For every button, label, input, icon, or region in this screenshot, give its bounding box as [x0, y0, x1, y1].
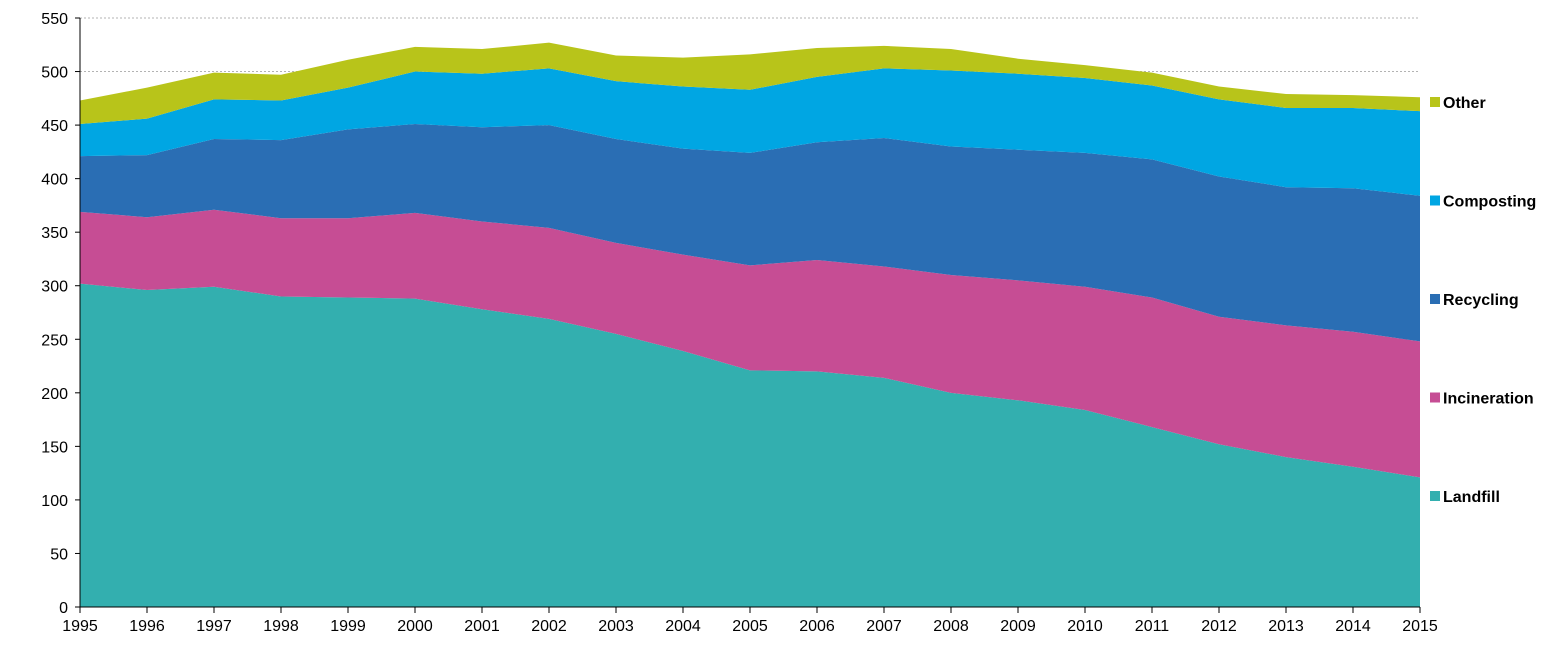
y-tick-label: 150: [41, 439, 68, 456]
legend-label-other: Other: [1443, 95, 1486, 112]
x-tick-label: 2009: [1000, 618, 1036, 635]
y-tick-label: 550: [41, 11, 68, 28]
legend-swatch-landfill: [1430, 491, 1440, 501]
x-tick-label: 2012: [1201, 618, 1237, 635]
legend-swatch-incineration: [1430, 392, 1440, 403]
x-tick-label: 1999: [330, 618, 366, 635]
legend-swatch-other: [1430, 97, 1440, 107]
area-other: [80, 42, 1420, 125]
legend: Other Composting Recycling Incineration Land…: [1430, 95, 1536, 506]
axes: 0 50 100 150 200 250 300 350 400 450 500 550 1995 199…: [41, 11, 1438, 635]
x-tick-label: 2008: [933, 618, 969, 635]
x-tick-label: 2004: [665, 618, 701, 635]
y-tick-label: 100: [41, 493, 68, 510]
y-tick-label: 400: [41, 172, 68, 189]
x-tick-label: 2015: [1402, 618, 1438, 635]
x-tick-label: 2001: [464, 618, 500, 635]
x-tick-label: 1996: [129, 618, 165, 635]
y-tick-label: 50: [50, 546, 68, 563]
y-tick-label: 450: [41, 118, 68, 135]
area-landfill: [80, 283, 1420, 607]
legend-label-landfill: Landfill: [1443, 489, 1500, 506]
area-recycling: [80, 124, 1420, 342]
legend-label-incineration: Incineration: [1443, 391, 1534, 408]
y-tick-label: 250: [41, 332, 68, 349]
legend-swatch-composting: [1430, 195, 1440, 206]
x-tick-label: 2007: [866, 618, 902, 635]
x-tick-label: 1995: [62, 618, 98, 635]
y-tick-label: 350: [41, 225, 68, 242]
y-tick-label: 0: [59, 600, 68, 617]
area-composting: [80, 68, 1420, 196]
x-tick-label: 2013: [1268, 618, 1304, 635]
area-incineration: [80, 209, 1420, 478]
x-tick-label: 2005: [732, 618, 768, 635]
x-tick-label: 1997: [196, 618, 232, 635]
x-tick-label: 2003: [598, 618, 634, 635]
x-tick-label: 1998: [263, 618, 299, 635]
x-tick-label: 2010: [1067, 618, 1103, 635]
legend-swatch-recycling: [1430, 294, 1440, 304]
x-tick-label: 2000: [397, 618, 433, 635]
y-tick-label: 300: [41, 279, 68, 296]
x-tick-label: 2006: [799, 618, 835, 635]
y-tick-label: 200: [41, 386, 68, 403]
legend-label-composting: Composting: [1443, 194, 1536, 211]
x-tick-label: 2011: [1135, 618, 1170, 635]
legend-label-recycling: Recycling: [1443, 292, 1519, 309]
x-tick-label: 2002: [531, 618, 567, 635]
series-areas: [80, 42, 1420, 607]
x-tick-label: 2014: [1335, 618, 1371, 635]
y-tick-label: 500: [41, 65, 68, 82]
